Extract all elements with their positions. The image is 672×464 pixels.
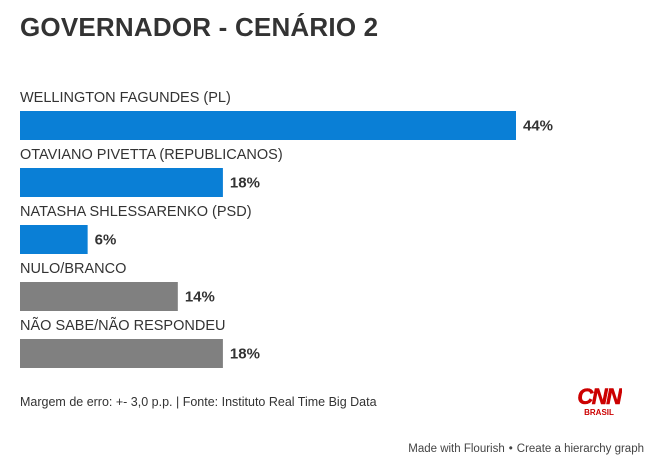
svg-text:CNN: CNN: [577, 384, 622, 409]
create-hierarchy-graph-link[interactable]: Create a hierarchy graph: [516, 443, 644, 455]
source-footnote: Margem de erro: +- 3,0 p.p. | Fonte: Ins…: [20, 395, 377, 409]
credit-separator: •: [508, 443, 513, 455]
bar-chart: WELLINGTON FAGUNDES (PL) 44% OTAVIANO PIVE…: [20, 90, 553, 368]
bar-n-o-sabe-n-o-respondeu: [20, 339, 223, 368]
cnn-brasil-logo: CNN BRASIL: [577, 384, 622, 417]
category-label-wellington-fagundes-pl: WELLINGTON FAGUNDES (PL): [20, 90, 231, 106]
category-label-n-o-sabe-n-o-respondeu: NÃO SABE/NÃO RESPONDEU: [20, 317, 225, 334]
svg-text:BRASIL: BRASIL: [584, 408, 614, 417]
made-with-flourish-link[interactable]: Made with Flourish: [408, 443, 505, 455]
bar-otaviano-pivetta-republicanos: [20, 168, 223, 197]
bar-natasha-shlessarenko-psd: [20, 225, 88, 254]
value-label-otaviano-pivetta-republicanos: 18%: [230, 175, 260, 192]
value-label-natasha-shlessarenko-psd: 6%: [95, 232, 117, 249]
value-label-nulo-branco: 14%: [185, 289, 215, 306]
category-label-nulo-branco: NULO/BRANCO: [20, 261, 126, 277]
bar-wellington-fagundes-pl: [20, 111, 516, 140]
category-label-natasha-shlessarenko-psd: NATASHA SHLESSARENKO (PSD): [20, 204, 252, 220]
value-label-n-o-sabe-n-o-respondeu: 18%: [230, 346, 260, 363]
flourish-credit: Made with Flourish • Create a hierarchy gr…: [408, 443, 644, 455]
category-label-otaviano-pivetta-republicanos: OTAVIANO PIVETTA (REPUBLICANOS): [20, 147, 283, 163]
bar-nulo-branco: [20, 282, 178, 311]
chart-title: GOVERNADOR - CENÁRIO 2: [20, 12, 379, 42]
value-label-wellington-fagundes-pl: 44%: [523, 118, 553, 135]
